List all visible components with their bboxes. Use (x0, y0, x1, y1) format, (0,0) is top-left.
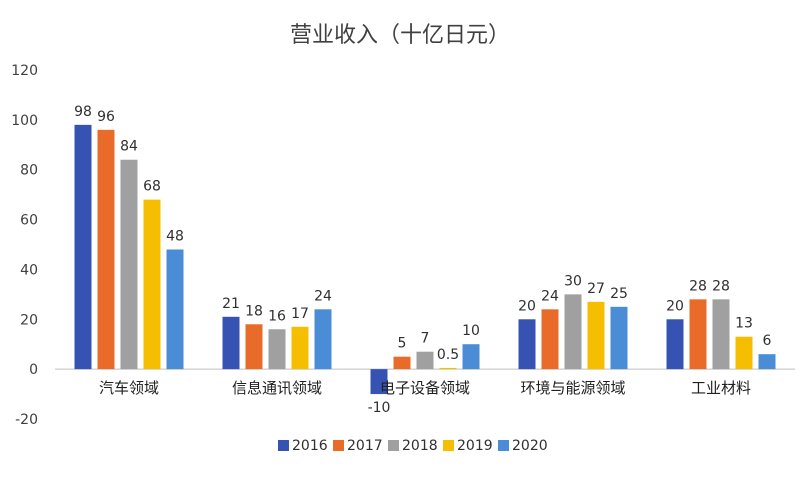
data-label: 48 (166, 228, 184, 244)
bar (541, 309, 559, 370)
data-label: 96 (97, 109, 115, 125)
legend-swatch (388, 440, 399, 451)
bar (735, 336, 753, 370)
data-label: 24 (314, 288, 332, 304)
bar (416, 351, 434, 370)
y-tick-label: 0 (29, 362, 38, 378)
category-label: 电子设备领域 (380, 379, 470, 397)
bar (666, 319, 684, 370)
data-label: 98 (74, 104, 92, 120)
y-tick-label: 120 (11, 63, 38, 79)
bar (712, 299, 730, 370)
category-label: 汽车领域 (99, 379, 159, 397)
bar (518, 319, 536, 370)
data-label: 18 (245, 303, 263, 319)
data-label: 24 (541, 288, 559, 304)
y-tick-label: 80 (20, 163, 38, 179)
data-label: 13 (735, 316, 753, 332)
bar (268, 329, 286, 370)
y-tick-label: 20 (20, 312, 38, 328)
data-label: 17 (291, 306, 309, 322)
legend-swatch (333, 440, 344, 451)
chart-title: 营业收入（十亿日元） (290, 23, 510, 48)
bar (689, 299, 707, 370)
bar (245, 324, 263, 370)
legend-swatch (498, 440, 509, 451)
data-label: 28 (689, 278, 707, 294)
data-label: 84 (120, 139, 138, 155)
legend-swatch (443, 440, 454, 451)
bar (166, 249, 184, 370)
data-label: 25 (610, 286, 628, 302)
category-label: 信息通讯领域 (232, 379, 322, 397)
data-label: 6 (763, 333, 772, 349)
bar (564, 294, 582, 370)
legend-label: 2018 (402, 438, 438, 454)
legend-label: 2016 (292, 438, 328, 454)
y-tick-label: 40 (20, 262, 38, 278)
bar (120, 159, 138, 370)
bars (74, 124, 776, 395)
y-tick-label: 100 (11, 113, 38, 129)
bar (314, 309, 332, 370)
legend: 2016 2017 2018 2019 2020 (278, 438, 548, 454)
bar (610, 306, 628, 370)
data-label: 20 (518, 298, 536, 314)
y-axis: -20 0 20 40 60 80 100 120 (11, 63, 38, 428)
legend-swatch (278, 440, 289, 451)
y-tick-label: -20 (15, 412, 38, 428)
data-label: 28 (712, 278, 730, 294)
data-label: 21 (222, 296, 240, 312)
bar (393, 356, 411, 370)
data-label: 20 (666, 298, 684, 314)
category-label: 环境与能源领域 (520, 379, 625, 397)
legend-label: 2019 (457, 438, 493, 454)
bar (97, 129, 115, 370)
data-labels: 98 96 84 68 48 21 18 16 17 24 -10 5 7 0.510 20 24 30 27 25… (74, 104, 771, 416)
legend-label: 2020 (512, 438, 548, 454)
data-label: 27 (587, 281, 605, 297)
legend-label: 2017 (347, 438, 383, 454)
category-labels: 汽车领域 信息通讯领域 电子设备领域 环境与能源领域 工业材料 (99, 379, 751, 397)
data-label: 7 (421, 331, 430, 347)
bar (143, 199, 161, 370)
data-label: -10 (368, 400, 391, 416)
data-label: 10 (462, 323, 480, 339)
data-label: 0.5 (437, 347, 459, 363)
data-label: 5 (398, 336, 407, 352)
bar (462, 344, 480, 370)
bar (291, 326, 309, 370)
data-label: 16 (268, 308, 286, 324)
bar (370, 369, 388, 395)
bar (439, 367, 457, 370)
data-label: 68 (143, 179, 161, 195)
y-tick-label: 60 (20, 213, 38, 229)
bar (222, 316, 240, 370)
bar (758, 354, 776, 370)
bar (587, 301, 605, 370)
bar (74, 124, 92, 370)
data-label: 30 (564, 273, 582, 289)
category-label: 工业材料 (691, 379, 751, 397)
